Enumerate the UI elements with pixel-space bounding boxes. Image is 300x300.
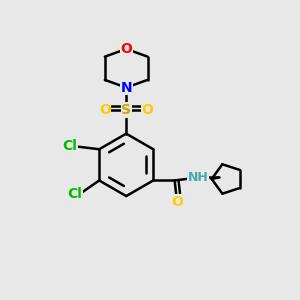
Text: Cl: Cl xyxy=(62,139,77,153)
Text: S: S xyxy=(121,103,131,117)
Text: O: O xyxy=(120,42,132,56)
Text: Cl: Cl xyxy=(67,188,82,201)
Text: O: O xyxy=(171,195,183,209)
Text: N: N xyxy=(120,81,132,94)
Text: O: O xyxy=(142,103,154,117)
Text: NH: NH xyxy=(188,171,208,184)
Text: O: O xyxy=(99,103,111,117)
